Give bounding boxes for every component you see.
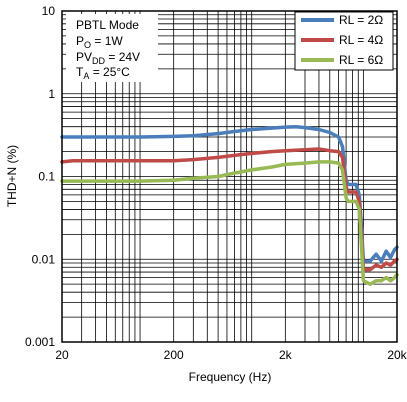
- x-tick-label: 2k: [279, 348, 293, 362]
- conditions-background: [66, 14, 158, 82]
- y-tick-label: 0.1: [38, 170, 55, 184]
- y-tick-label: 0.001: [25, 335, 55, 349]
- y-axis-title: THD+N (%): [5, 145, 19, 207]
- x-axis-title: Frequency (Hz): [189, 370, 272, 384]
- x-tick-label: 20: [55, 348, 69, 362]
- plot-frame: [61, 10, 398, 343]
- y-tick-label: 10: [42, 4, 56, 18]
- conditions-box: PBTL Mode PO = 1W PVDD = 24V TA = 25°C: [66, 14, 158, 82]
- legend: RL = 2Ω RL = 4Ω RL = 6Ω: [294, 11, 394, 71]
- x-tick-label: 200: [164, 348, 184, 362]
- y-tick-label: 1: [48, 87, 55, 101]
- series-line-0: [60, 124, 399, 263]
- x-tick-label: 20k: [387, 348, 407, 362]
- legend-label-2ohm: RL = 2Ω: [339, 13, 383, 27]
- condition-pvdd: PVDD = 24V: [76, 50, 140, 66]
- legend-label-6ohm: RL = 6Ω: [339, 53, 383, 67]
- y-tick-label: 0.01: [32, 252, 56, 266]
- condition-mode: PBTL Mode: [76, 18, 139, 32]
- condition-po: PO = 1W: [76, 34, 123, 50]
- series-lines: [60, 124, 399, 286]
- series-line-1: [60, 147, 399, 272]
- condition-ta: TA = 25°C: [76, 65, 130, 81]
- series-line-2: [60, 160, 399, 286]
- tick-labels: 20 200 2k 20k 10 1 0.1 0.01 0.001: [25, 4, 407, 362]
- legend-label-4ohm: RL = 4Ω: [339, 33, 383, 47]
